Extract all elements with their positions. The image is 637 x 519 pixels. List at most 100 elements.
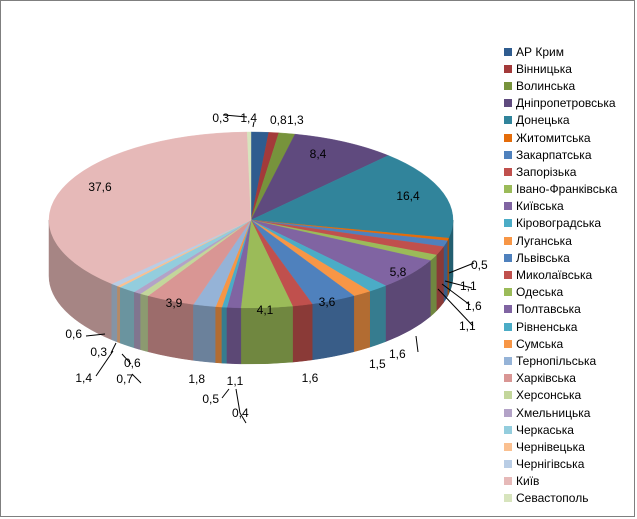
pie-slice-4 <box>250 155 454 239</box>
leader-line-3 <box>441 283 471 306</box>
leader-line-12 <box>110 342 117 354</box>
pie-side-8 <box>430 254 437 317</box>
legend-item-7: Запорізька <box>504 163 634 180</box>
pie-side-18 <box>193 304 216 363</box>
legend-item-8: Івано-Франківська <box>504 181 634 198</box>
legend-label-24: Чернігівська <box>516 457 585 472</box>
data-label-7: 1,6 <box>465 299 482 313</box>
pie-side-24 <box>111 283 118 343</box>
legend-item-11: Луганська <box>504 232 634 249</box>
leader-line-1 <box>448 262 475 274</box>
data-label-1: 0,8 <box>270 113 287 127</box>
data-label-20: 0,7 <box>116 372 133 386</box>
legend-item-19: Харківська <box>504 370 634 387</box>
legend-label-16: Рівненська <box>516 319 578 334</box>
legend-item-6: Закарпатська <box>504 146 634 163</box>
legend-item-3: Дніпропетровська <box>504 95 634 112</box>
legend-swatch-12 <box>504 253 512 262</box>
legend-swatch-25 <box>504 477 512 486</box>
data-labels: 1,4 0,8 1,38,416,40,51,11,61,15,81,61,53,6… <box>65 111 488 420</box>
leader-line-4 <box>437 288 474 327</box>
legend-item-20: Херсонська <box>504 387 634 404</box>
pie-side-21 <box>134 291 141 351</box>
data-label-19: 3,9 <box>166 296 183 310</box>
legend-label-9: Київська <box>516 199 564 214</box>
legend-label-14: Одеська <box>516 285 564 300</box>
pie-side-11 <box>353 290 370 353</box>
legend-item-0: АР Крим <box>504 43 634 60</box>
data-label-13: 1,6 <box>302 371 319 385</box>
data-label-18: 1,8 <box>188 372 205 386</box>
pie-side-23 <box>117 285 121 344</box>
legend-swatch-7 <box>504 167 512 176</box>
pie-side-17 <box>215 306 223 364</box>
legend-label-19: Харківська <box>516 371 576 386</box>
legend-label-17: Сумська <box>516 336 564 351</box>
legend-label-8: Івано-Франківська <box>516 182 618 197</box>
legend-swatch-18 <box>504 356 512 365</box>
legend-swatch-9 <box>504 202 512 211</box>
data-label-25: 37,6 <box>88 180 112 194</box>
legend-swatch-16 <box>504 322 512 331</box>
data-label-5: 0,5 <box>471 258 488 272</box>
legend-label-4: Донецька <box>516 113 570 128</box>
legend-label-0: АР Крим <box>516 44 564 59</box>
data-label-21: 0,6 <box>124 356 141 370</box>
legend-item-24: Чернігівська <box>504 456 634 473</box>
leader-line-14 <box>223 114 248 118</box>
data-label-0: 1,4 <box>240 111 257 125</box>
pie-side-22 <box>120 286 135 349</box>
legend-label-21: Хмельницька <box>516 405 591 420</box>
legend-label-1: Вінницька <box>516 61 572 76</box>
data-label-11: 1,5 <box>369 357 386 371</box>
legend-swatch-6 <box>504 150 512 159</box>
legend-label-18: Тернопільська <box>516 353 597 368</box>
legend-swatch-5 <box>504 133 512 142</box>
legend-swatch-19 <box>504 374 512 383</box>
pie-side-6 <box>443 239 448 304</box>
legend-item-5: Житомитська <box>504 129 634 146</box>
leader-line-6 <box>239 412 247 424</box>
legend-label-26: Севастополь <box>516 491 589 506</box>
legend-swatch-11 <box>504 236 512 245</box>
leader-line-8 <box>221 388 230 399</box>
legend-item-25: Київ <box>504 473 634 490</box>
legend-swatch-3 <box>504 99 512 108</box>
pie-side-15 <box>226 307 242 365</box>
legend-swatch-21 <box>504 408 512 417</box>
legend-swatch-20 <box>504 391 512 400</box>
pie-slice-25 <box>48 131 252 284</box>
leader-line-13 <box>85 333 106 337</box>
legend-item-23: Чернівецька <box>504 438 634 455</box>
legend-label-13: Миколаївська <box>516 268 593 283</box>
chart-legend: АР Крим Вінницька Волинська Дніпропетровськ… <box>504 43 634 507</box>
pie-side-10 <box>369 285 386 348</box>
legend-item-15: Полтавська <box>504 301 634 318</box>
pie-side-13 <box>292 303 313 363</box>
legend-label-23: Чернівецька <box>516 439 585 454</box>
legend-item-1: Вінницька <box>504 60 634 77</box>
legend-item-26: Севастополь <box>504 490 634 507</box>
leader-lines <box>85 114 475 424</box>
legend-item-13: Миколаївська <box>504 266 634 283</box>
legend-label-7: Запорізька <box>516 164 577 179</box>
legend-item-4: Донецька <box>504 112 634 129</box>
legend-swatch-8 <box>504 185 512 194</box>
data-label-8: 1,1 <box>459 319 476 333</box>
legend-swatch-2 <box>504 81 512 90</box>
legend-swatch-0 <box>504 47 512 56</box>
legend-swatch-4 <box>504 116 512 125</box>
legend-swatch-15 <box>504 305 512 314</box>
pie-side-20 <box>140 293 149 353</box>
legend-label-10: Кіровоградська <box>516 216 602 231</box>
leader-line-5 <box>415 335 419 353</box>
legend-label-6: Закарпатська <box>516 147 592 162</box>
legend-swatch-22 <box>504 425 512 434</box>
legend-item-9: Київська <box>504 198 634 215</box>
legend-label-25: Київ <box>516 474 540 489</box>
legend-item-2: Волинська <box>504 77 634 94</box>
data-label-22: 1,4 <box>75 371 92 385</box>
legend-swatch-10 <box>504 219 512 228</box>
leader-line-7 <box>235 388 241 414</box>
legend-item-22: Черкаська <box>504 421 634 438</box>
